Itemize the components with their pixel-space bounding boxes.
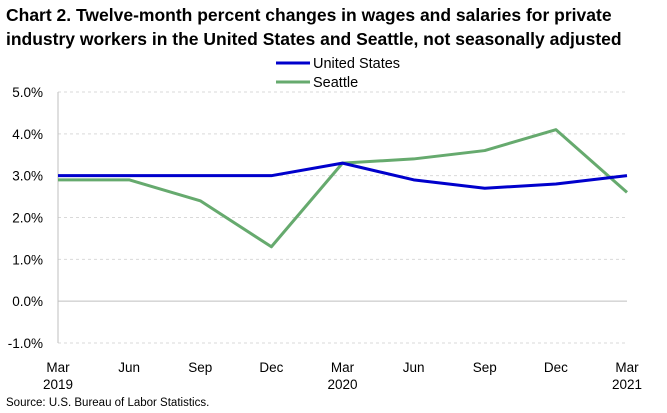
y-axis-tick-labels: 5.0% 4.0% 3.0% 2.0% 1.0% 0.0% -1.0%	[8, 85, 43, 351]
chart-title: Chart 2. Twelve-month percent changes in…	[6, 3, 661, 51]
x-tick-month: Jun	[403, 360, 425, 375]
chart-title-line-2: industry workers in the United States an…	[6, 29, 622, 49]
x-tick-month: Sep	[188, 360, 212, 375]
legend: United States Seattle	[276, 56, 400, 91]
series-line-seattle	[58, 128, 628, 249]
gridlines	[58, 91, 627, 344]
y-tick-label: 2.0%	[12, 211, 43, 226]
x-tick-month: Mar	[46, 360, 70, 375]
x-tick-month: Mar	[331, 360, 355, 375]
x-tick-month: Dec	[259, 360, 283, 375]
legend-label-united-states: United States	[313, 56, 400, 72]
x-tick-year: 2020	[327, 377, 357, 392]
x-tick-month: Mar	[615, 360, 639, 375]
x-tick-month: Jun	[118, 360, 140, 375]
x-tick-month: Sep	[473, 360, 497, 375]
series-line-united-states	[58, 161, 628, 190]
y-tick-label: 3.0%	[12, 169, 43, 184]
source-note: Source: U.S. Bureau of Labor Statistics.	[6, 397, 210, 409]
y-tick-label: 4.0%	[12, 127, 43, 142]
y-tick-label: 5.0%	[12, 85, 43, 100]
series-lines	[58, 128, 628, 249]
legend-label-seattle: Seattle	[313, 75, 358, 91]
y-tick-label: 0.0%	[12, 294, 43, 309]
x-tick-year: 2021	[612, 377, 642, 392]
chart-title-line-1: Chart 2. Twelve-month percent changes in…	[6, 5, 612, 25]
axes	[57, 92, 627, 343]
x-tick-month: Dec	[544, 360, 568, 375]
y-tick-label: -1.0%	[8, 336, 43, 351]
x-tick-year: 2019	[43, 377, 73, 392]
x-axis-tick-labels: Mar 2019 Jun Sep Dec Mar 2020 Jun Sep Dec Mar 2021	[43, 360, 642, 392]
y-tick-label: 1.0%	[12, 252, 43, 267]
